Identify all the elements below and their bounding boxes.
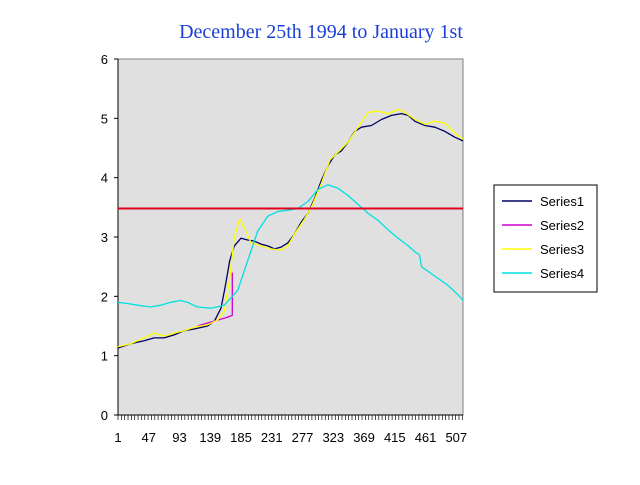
y-tick-label: 2 <box>101 289 108 304</box>
legend-label: Series4 <box>540 266 584 281</box>
x-tick-label: 507 <box>445 430 467 445</box>
y-axis: 0 1 2 3 4 5 6 <box>101 52 119 423</box>
legend: Series1 Series2 Series3 Series4 <box>493 184 598 293</box>
series-line-2 <box>197 272 233 327</box>
series-line-1 <box>117 112 464 349</box>
chart-title: December 25th 1994 to January 1st <box>179 21 463 43</box>
series-layer <box>117 108 464 349</box>
series-line-3 <box>117 108 464 348</box>
legend-label: Series1 <box>540 194 584 209</box>
x-tick-label: 369 <box>353 430 375 445</box>
x-tick-label: 277 <box>292 430 314 445</box>
x-tick-label: 231 <box>261 430 283 445</box>
y-tick-label: 6 <box>101 52 108 67</box>
x-tick-label: 139 <box>199 430 221 445</box>
y-tick-label: 3 <box>101 230 108 245</box>
x-tick-label: 93 <box>172 430 186 445</box>
legend-label: Series3 <box>540 242 584 257</box>
legend-box <box>493 184 598 293</box>
y-tick-label: 0 <box>101 408 108 423</box>
x-tick-label: 47 <box>142 430 156 445</box>
y-tick-label: 5 <box>101 111 108 126</box>
x-tick-label: 1 <box>114 430 121 445</box>
plot-area <box>117 58 464 416</box>
series-line-4 <box>117 184 464 309</box>
x-tick-label: 323 <box>322 430 344 445</box>
x-axis: 1 47 93 139 185 231 277 323 369 415 461 507 <box>114 414 467 445</box>
y-tick-label: 1 <box>101 349 108 364</box>
x-tick-label: 461 <box>415 430 437 445</box>
y-tick-label: 4 <box>101 171 108 186</box>
x-minor-ticks <box>117 415 463 420</box>
x-tick-label: 415 <box>384 430 406 445</box>
legend-label: Series2 <box>540 218 584 233</box>
x-tick-label: 185 <box>230 430 252 445</box>
